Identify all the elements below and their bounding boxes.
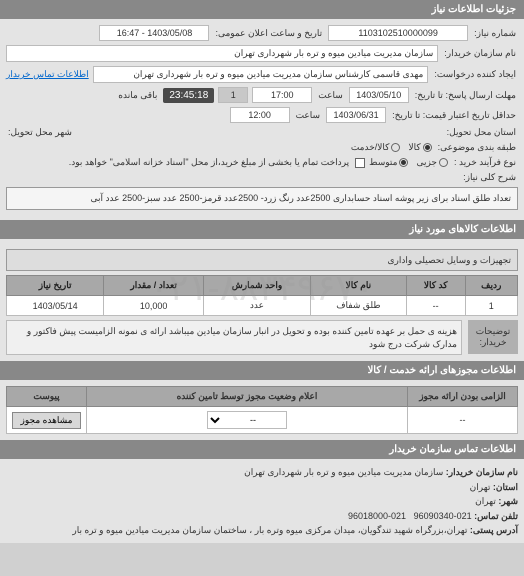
val-c-city: تهران: [475, 496, 496, 506]
td-unit: عدد: [204, 296, 311, 316]
goods-table: ردیف کد کالا نام کالا واحد شمارش تعداد /…: [6, 275, 518, 316]
radio-group-size: جزیی متوسط: [369, 157, 448, 168]
lbl-need-number: شماره نیاز:: [472, 28, 518, 39]
radio-low[interactable]: جزیی: [416, 157, 448, 168]
td-attach: مشاهده مجوز: [7, 407, 87, 434]
panel-goods: تجهیزات و وسایل تحصیلی واداری ردیف کد کا…: [0, 239, 524, 362]
td-code: --: [406, 296, 465, 316]
lbl-remain: باقی مانده: [116, 90, 159, 101]
fld-reply-date: 1403/05/10: [349, 87, 409, 103]
fld-need-number: 1103102510000099: [328, 25, 468, 41]
auth-row: -- -- مشاهده مجوز: [7, 407, 518, 434]
lbl-need-desc: شرح کلی نیاز:: [461, 172, 518, 183]
radio-kala-lbl: کالا: [408, 142, 420, 153]
lbl-c-org: نام سازمان خریدار:: [446, 467, 518, 477]
select-auth-status[interactable]: --: [207, 411, 287, 429]
need-desc-box: تعداد طلق اسناد برای زیر پوشه اسناد حساب…: [6, 187, 518, 210]
panel-auth: الزامی بودن ارائه مجوز اعلام وضعیت مجوز …: [0, 380, 524, 440]
radio-service-lbl: کالا/خدمت: [351, 142, 390, 153]
fld-reply-hour: 17:00: [252, 87, 312, 103]
th-date: تاریخ نیاز: [7, 276, 104, 296]
fld-requester: مهدی قاسمی کارشناس سازمان مدیریت میادین …: [93, 66, 429, 83]
th-attach: پیوست: [7, 387, 87, 407]
radio-service[interactable]: کالا/خدمت: [351, 142, 401, 153]
section-contact: اطلاعات تماس سازمان خریدار: [0, 440, 524, 459]
lbl-announce: تاریخ و ساعت اعلان عمومی:: [213, 28, 324, 39]
td-qty: 10,000: [104, 296, 204, 316]
contact-block: نام سازمان خریدار: سازمان مدیریت میادین …: [0, 459, 524, 543]
section-goods: اطلاعات کالاهای مورد نیاز: [0, 220, 524, 239]
lbl-hour1: ساعت: [316, 90, 345, 101]
td-auth-req: --: [408, 407, 518, 434]
lbl-buy-type: نوع فرآیند خرید :: [452, 157, 518, 168]
th-unit: واحد شمارش: [204, 276, 311, 296]
val-c-postal: 021-96018000: [348, 511, 406, 521]
section-auth: اطلاعات مجوزهای ارائه خدمت / کالا: [0, 361, 524, 380]
lbl-delivery-place: استان محل تحویل:: [445, 127, 518, 138]
lbl-requester: ایجاد کننده درخواست:: [432, 69, 518, 80]
fld-buyer-org: سازمان مدیریت میادین میوه و تره بار شهرد…: [6, 45, 438, 62]
td-date: 1403/05/14: [7, 296, 104, 316]
radio-mid[interactable]: متوسط: [369, 157, 408, 168]
fld-valid-date: 1403/06/31: [326, 107, 386, 123]
link-buyer-contact[interactable]: اطلاعات تماس خریدار: [6, 69, 89, 80]
radio-kala[interactable]: کالا: [408, 142, 431, 153]
lbl-hour2: ساعت: [294, 110, 323, 121]
radio-low-lbl: جزیی: [416, 157, 437, 168]
lbl-c-city: شهر:: [498, 496, 518, 506]
radio-mid-lbl: متوسط: [369, 157, 397, 168]
auth-table: الزامی بودن ارائه مجوز اعلام وضعیت مجوز …: [6, 386, 518, 434]
lbl-payment-note: پرداخت تمام یا بخشی از مبلغ خرید،از محل …: [6, 157, 351, 168]
lbl-c-prov: استان:: [493, 482, 518, 492]
btn-view-auth[interactable]: مشاهده مجوز: [12, 412, 82, 429]
lbl-c-addr: آدرس پستی:: [470, 525, 518, 535]
td-row: 1: [465, 296, 517, 316]
lbl-buyer-notes: توضیحات خریدار:: [468, 320, 518, 354]
td-auth-status: --: [87, 407, 408, 434]
countdown-timer: 23:45:18: [163, 88, 214, 103]
fld-valid-hour: 12:00: [230, 107, 290, 123]
td-name: طلق شفاف: [310, 296, 406, 316]
fld-step: 1: [218, 87, 248, 103]
val-c-prov: تهران: [470, 482, 491, 492]
val-c-phone: 021-96090340: [414, 511, 472, 521]
radio-group-type: کالا کالا/خدمت: [351, 142, 432, 153]
check-payment[interactable]: [355, 158, 365, 168]
panel-need-details: شماره نیاز: 1103102510000099 تاریخ و ساع…: [0, 19, 524, 220]
th-qty: تعداد / مقدار: [104, 276, 204, 296]
buyer-notes-body: هزینه ی حمل بر عهده تامین کننده بوده و ت…: [6, 320, 462, 355]
th-auth-req: الزامی بودن ارائه مجوز: [408, 387, 518, 407]
lbl-c-phone: تلفن تماس:: [474, 511, 518, 521]
section-need-details: جزئیات اطلاعات نیاز: [0, 0, 524, 19]
th-auth-status: اعلام وضعیت مجوز توسط تامین کننده: [87, 387, 408, 407]
th-code: کد کالا: [406, 276, 465, 296]
lbl-packaging: طبقه بندی موضوعی:: [436, 142, 518, 153]
goods-group-box: تجهیزات و وسایل تحصیلی واداری: [6, 249, 518, 272]
val-c-org: سازمان مدیریت میادین میوه و تره بار شهرد…: [244, 467, 443, 477]
lbl-reply-deadline: مهلت ارسال پاسخ: تا تاریخ:: [413, 90, 518, 101]
th-row: ردیف: [465, 276, 517, 296]
th-name: نام کالا: [310, 276, 406, 296]
lbl-valid-until: حداقل تاریخ اعتبار قیمت: تا تاریخ:: [390, 110, 518, 121]
table-row: 1 -- طلق شفاف عدد 10,000 1403/05/14: [7, 296, 518, 316]
lbl-buyer-org: نام سازمان خریدار:: [442, 48, 518, 59]
val-c-addr: تهران،بزرگراه شهید تندگویان، میدان مرکزی…: [72, 525, 467, 535]
fld-announce: 1403/05/08 - 16:47: [99, 25, 209, 41]
lbl-delivery-city: شهر محل تحویل:: [6, 127, 74, 138]
